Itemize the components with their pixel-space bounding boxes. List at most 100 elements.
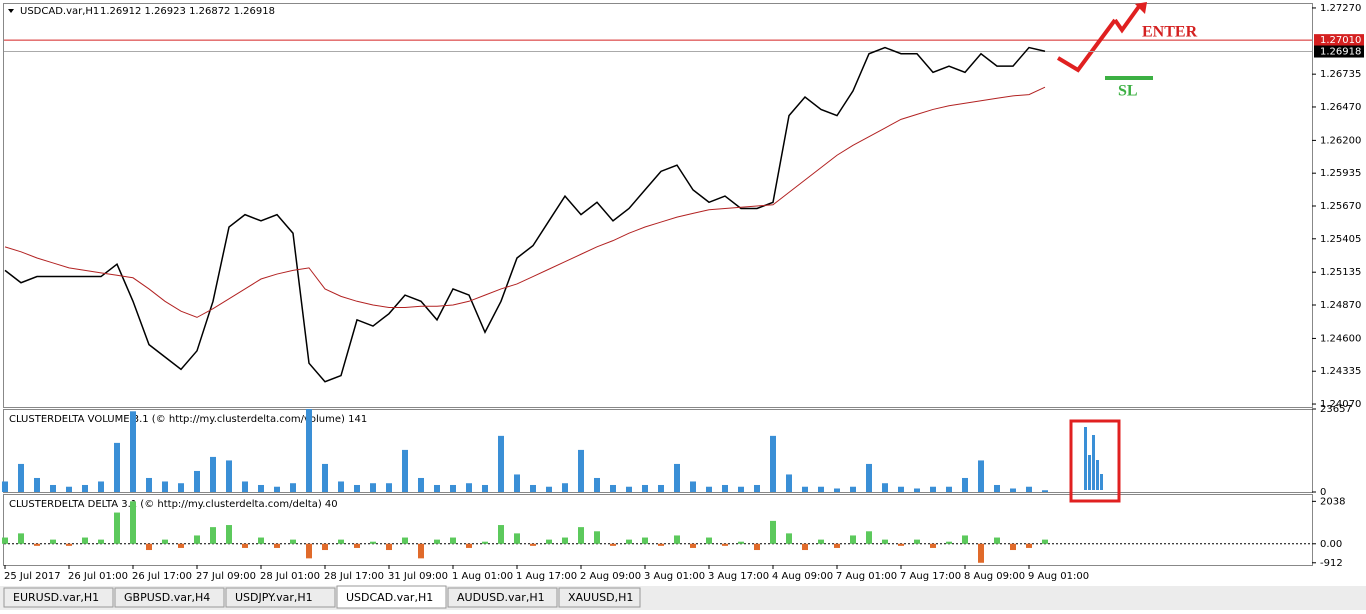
x-tick-label: 3 Aug 01:00 (644, 571, 705, 582)
delta-bar (626, 539, 632, 544)
tab-label[interactable]: USDCAD.var,H1 (346, 591, 433, 604)
volume-bar (946, 486, 952, 492)
delta-bar (50, 539, 56, 544)
x-tick-label: 27 Jul 09:00 (196, 571, 256, 582)
delta-bar (738, 541, 744, 544)
delta-bar (66, 543, 72, 546)
enter-label: ENTER (1142, 24, 1198, 41)
delta-bar (194, 535, 200, 544)
y-tick-label: 1.25670 (1320, 201, 1361, 212)
tab[interactable] (3, 587, 114, 608)
delta-bar (514, 533, 520, 544)
volume-title: CLUSTERDELTA VOLUME 3.1 (© http://my.clu… (9, 414, 367, 425)
y-tick-label: 1.24870 (1320, 300, 1361, 311)
delta-bar (290, 539, 296, 544)
y-tick-label: 1.26735 (1320, 69, 1361, 80)
tab-label[interactable]: AUDUSD.var,H1 (457, 591, 545, 604)
delta-bar (450, 537, 456, 544)
volume-bar (274, 486, 280, 492)
delta-bar (466, 543, 472, 548)
tab[interactable] (336, 585, 447, 609)
moving-average (4, 86, 1046, 318)
delta-bar (2, 537, 8, 544)
collapse-icon[interactable] (8, 9, 14, 13)
tab-label[interactable]: USDJPY.var,H1 (235, 591, 313, 604)
volume-bar (1026, 486, 1032, 492)
y-tick-label: 1.25135 (1320, 267, 1361, 278)
volume-bar (338, 481, 344, 492)
tab-label[interactable]: GBPUSD.var,H4 (124, 591, 210, 604)
y-tick-label: -912 (1320, 558, 1343, 569)
highlight-bar (1088, 455, 1091, 490)
volume-bar (754, 484, 760, 492)
volume-bar (146, 477, 152, 492)
tab[interactable] (558, 587, 641, 608)
x-tick-label: 26 Jul 01:00 (68, 571, 128, 582)
volume-bar (450, 484, 456, 492)
delta-bar (674, 535, 680, 544)
volume-bar (770, 435, 776, 492)
delta-bar (914, 539, 920, 544)
highlight-box (1069, 419, 1121, 503)
y-tick-label: 0 (1320, 487, 1326, 498)
y-tick-label: 1.25405 (1320, 234, 1361, 245)
volume-bar (18, 463, 24, 492)
delta-bar (530, 543, 536, 546)
volume-bar (354, 484, 360, 492)
tab[interactable] (225, 587, 336, 608)
delta-bar (770, 520, 776, 544)
volume-panel (3, 409, 1313, 493)
x-tick-label: 7 Aug 01:00 (836, 571, 897, 582)
delta-bar (786, 533, 792, 544)
volume-bar (130, 411, 136, 492)
price-line (4, 46, 1046, 383)
delta-bar (114, 512, 120, 544)
delta-bar (162, 539, 168, 544)
delta-bar (274, 543, 280, 548)
delta-bar (594, 531, 600, 544)
delta-bar (930, 543, 936, 548)
delta-bar (642, 537, 648, 544)
x-tick-label: 4 Aug 09:00 (772, 571, 833, 582)
volume-bar (466, 483, 472, 492)
volume-bar (978, 460, 984, 492)
delta-bar (146, 543, 152, 551)
volume-bar (194, 470, 200, 492)
x-tick-label: 7 Aug 17:00 (900, 571, 961, 582)
tab-label[interactable]: XAUUSD,H1 (568, 591, 633, 604)
delta-bar (722, 543, 728, 546)
volume-bar (114, 442, 120, 492)
volume-bar (98, 481, 104, 492)
volume-bar (738, 486, 744, 492)
volume-bar (1042, 490, 1048, 492)
x-tick-label: 8 Aug 09:00 (964, 571, 1025, 582)
tab-label[interactable]: EURUSD.var,H1 (13, 591, 99, 604)
volume-bar (322, 463, 328, 492)
volume-bar (610, 484, 616, 492)
delta-bar (370, 541, 376, 544)
enter-arrow (1056, 18, 1117, 73)
volume-bar (402, 449, 408, 492)
delta-bar (946, 541, 952, 544)
volume-bar (50, 484, 56, 492)
tab[interactable] (447, 587, 558, 608)
volume-bar (242, 481, 248, 492)
volume-bar (2, 481, 8, 492)
x-tick-label: 3 Aug 17:00 (708, 571, 769, 582)
delta-bar (1026, 543, 1032, 548)
arrow-tip (1135, 2, 1147, 14)
x-tick-label: 1 Aug 17:00 (516, 571, 577, 582)
delta-bar (1042, 539, 1048, 544)
highlight-bar (1092, 435, 1095, 490)
volume-bar (434, 484, 440, 492)
y-tick-label: 0.00 (1320, 539, 1342, 550)
y-tick-label: 1.24600 (1320, 333, 1361, 344)
delta-bar (322, 543, 328, 551)
x-tick-label: 9 Aug 01:00 (1028, 571, 1089, 582)
delta-bar (882, 539, 888, 544)
volume-bar (258, 484, 264, 492)
delta-title: CLUSTERDELTA DELTA 3.1 (© http://my.clus… (9, 499, 338, 510)
highlight-bar (1096, 460, 1099, 490)
tab[interactable] (114, 587, 225, 608)
